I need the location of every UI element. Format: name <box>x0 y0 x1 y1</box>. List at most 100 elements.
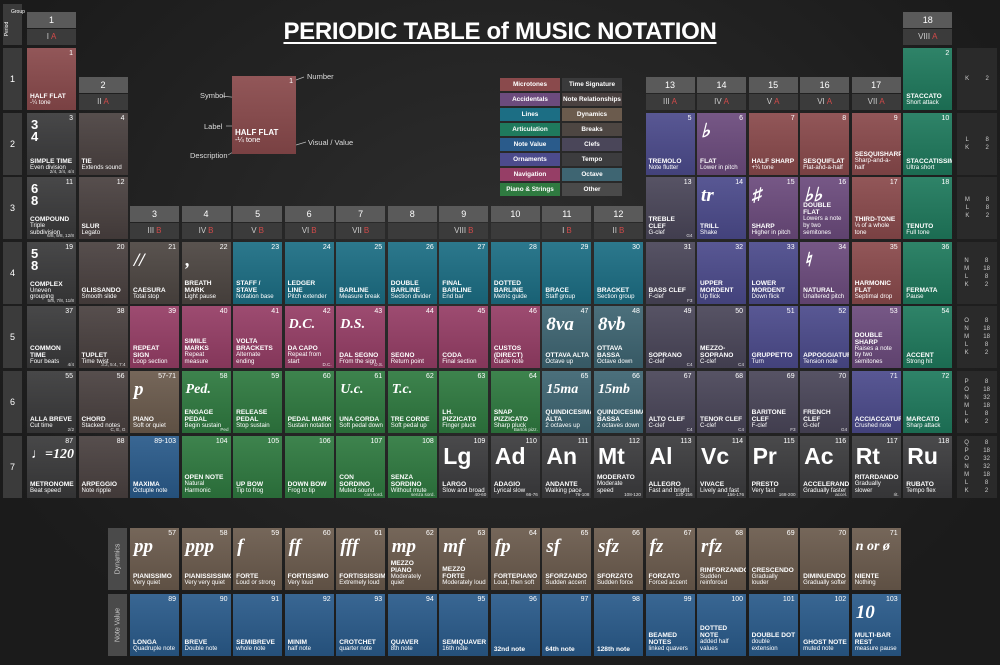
group-subtype: A <box>103 96 109 106</box>
element-number: 90 <box>219 595 228 603</box>
element-number: 66 <box>632 530 640 537</box>
element-number: 34 <box>838 243 847 251</box>
element-name: DIMINUENDO <box>803 573 846 581</box>
group-header: 10 <box>490 205 540 239</box>
element-note: D.S. <box>374 362 384 368</box>
element-text: HARMONIC FLAT Septimal drop <box>855 280 899 301</box>
element-number: 72 <box>941 373 950 380</box>
element-symbol: fp <box>494 536 511 557</box>
element-cell: 39 REPEAT SIGN Loop section <box>130 306 179 369</box>
element-text: 32nd note <box>494 646 538 653</box>
element-name: OPEN NOTE <box>184 474 224 482</box>
element-number: 106 <box>318 437 331 445</box>
element-text: CODA Final section <box>442 352 486 366</box>
element-description: Legato <box>81 228 101 236</box>
element-cell: 68 TENOR CLEF C-clef C4 <box>697 371 747 433</box>
element-number: 69 <box>786 530 795 537</box>
element-text: OTTAVA ALTA Octave up <box>545 352 589 366</box>
element-note: 40-60 <box>474 491 487 497</box>
element-text: RUBATO Tempo flex <box>906 481 950 495</box>
element-name: CHORD <box>81 416 106 424</box>
group-number: 14 <box>697 76 747 93</box>
element-description: C-clef <box>648 357 665 365</box>
element-name: SOPRANO <box>648 351 682 359</box>
group-subtype: A <box>671 96 677 106</box>
shell-letter: M <box>964 403 970 409</box>
element-name: THIRD-TONE <box>854 216 896 223</box>
element-note: C4 <box>686 427 693 432</box>
element-text: GHOST NOTE muted note <box>803 639 847 653</box>
element-symbol: // <box>134 249 145 271</box>
element-symbol: Rt <box>855 442 880 469</box>
element-number: 67 <box>683 373 692 380</box>
element-text: ENGAGE PEDAL Begin sustain <box>185 409 229 430</box>
element-description: Metric guide <box>493 293 528 301</box>
element-text: ACCIACCATURACrushed note <box>855 416 901 430</box>
element-name: ANDANTE <box>545 481 578 488</box>
element-cell: 71 ACCIACCATURACrushed note <box>851 371 901 433</box>
element-text: LEDGER LINE Pitch extender <box>288 280 332 301</box>
element-text: ALTO CLEF C-clef <box>649 416 693 430</box>
element-name: QUAVER <box>390 638 419 646</box>
element-name: METRONOME <box>30 481 74 488</box>
element-cell: 66 sfz SFORZATO Sudden force <box>593 528 643 590</box>
group-roman: VI A <box>800 93 850 110</box>
element-description: Light pause <box>184 293 217 301</box>
group-number: 9 <box>439 205 489 222</box>
element-note: C4 <box>738 427 745 432</box>
element-number: 5 <box>687 114 692 122</box>
shell-counts: 8 18 32 18 8 2 <box>983 378 990 426</box>
element-note: C4 <box>738 362 745 368</box>
legend-entry: Clefs <box>562 138 622 151</box>
element-cell: 105 UP BOW Tip to frog <box>233 435 283 498</box>
element-name: FLAT <box>700 158 717 165</box>
element-cell: 67 fz FORZATO Forced accent <box>645 528 695 590</box>
element-text: SEMIQUAVER 16th note <box>442 639 486 653</box>
element-number: 70 <box>838 373 847 380</box>
element-cell: 57-71 p PIANO Soft or quiet <box>130 371 179 433</box>
shell-count: 18 <box>983 471 990 478</box>
element-description: Smooth slide <box>81 293 117 301</box>
series-label: Dynamics <box>114 543 121 575</box>
legend-entry: Piano & Strings <box>500 183 560 196</box>
element-note: F3 <box>687 297 693 303</box>
element-text: COMMON TIME Four beats <box>30 345 74 366</box>
element-number: 70 <box>838 530 847 537</box>
element-name: TIE <box>81 158 92 165</box>
shell-letter: Q <box>964 439 969 446</box>
shell-count: 2 <box>984 281 989 288</box>
element-note: 168-200 <box>778 491 796 497</box>
group-header: 4 IV B <box>181 205 231 239</box>
element-text: FORTISSIMO Very loud <box>288 573 332 587</box>
element-number: 54 <box>941 308 950 316</box>
key-callout: Description <box>190 151 228 160</box>
element-number: 14 <box>735 179 744 187</box>
shell-letter: K <box>965 213 970 220</box>
element-name: OTTAVA BASSA <box>596 344 623 359</box>
period-label: 2 <box>3 112 22 175</box>
shell-letter: O <box>964 455 969 462</box>
element-text: TENUTO Full tone <box>906 223 950 237</box>
element-cell: 61 U.c. UNA CORDA Soft pedal down <box>336 371 386 433</box>
element-cell: 1 HALF FLAT -¼ tone <box>27 48 76 110</box>
element-number: 39 <box>168 308 176 316</box>
element-description: Octave up <box>545 357 574 365</box>
element-description: Total stop <box>133 293 160 301</box>
element-name: MEZZO PIANO <box>390 559 414 574</box>
element-cell: 95 SEMIQUAVER 16th note <box>439 593 489 656</box>
legend-entry: Note Value <box>500 138 560 151</box>
shell-counts: 8 18 18 8 2 <box>983 317 990 357</box>
group-subtype: B <box>566 225 572 235</box>
element-name: VOLTA BRACKETS <box>236 338 273 353</box>
element-text: PRESTO Very fast <box>752 481 796 495</box>
element-text: LH. PIZZICATO Finger pluck <box>442 409 486 430</box>
element-cell: 59 RELEASE PEDAL Stop sustain <box>233 371 283 433</box>
group-subtype: B <box>618 225 625 235</box>
group-roman-numeral: VIII <box>454 225 467 235</box>
element-name: APPOGGIATURA <box>803 351 849 359</box>
element-number: 21 <box>168 243 176 251</box>
element-description: Unaltered pitch <box>803 293 845 301</box>
shell-letter: L <box>964 411 969 417</box>
element-symbol: Mt <box>597 442 625 469</box>
